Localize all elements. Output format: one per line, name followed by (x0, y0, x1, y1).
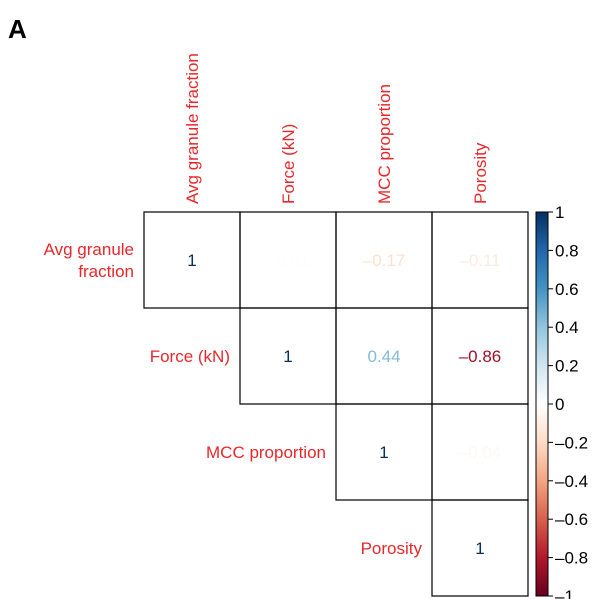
column-label: Avg granule fraction (183, 53, 202, 204)
row-label: Force (kN) (150, 347, 230, 366)
colorbar-tick-label: 0 (555, 395, 564, 414)
row-label: Porosity (361, 539, 423, 558)
colorbar-tick-label: 1 (555, 203, 564, 222)
colorbar-tick-label: 0.2 (555, 357, 579, 376)
row-label: Avg granule (44, 240, 134, 259)
colorbar-tick-label: 0.6 (555, 280, 579, 299)
cell-value: –0.01 (267, 251, 310, 270)
column-label: MCC proportion (375, 84, 394, 204)
row-label: fraction (78, 262, 134, 281)
colorbar-tick-label: 0.4 (555, 318, 579, 337)
colorbar-tick-label: –0.2 (555, 433, 588, 452)
cell-value: –0.11 (459, 251, 500, 270)
column-label: Force (kN) (279, 124, 298, 204)
cell-value: 1 (379, 443, 388, 462)
cell-value: 0.44 (367, 347, 400, 366)
colorbar-tick-label: –1 (555, 587, 574, 599)
cell-value: 1 (475, 539, 484, 558)
cell-value: –0.04 (459, 443, 502, 462)
panel-label: A (8, 14, 27, 44)
cell-value: –0.17 (363, 251, 406, 270)
cell-value: 1 (283, 347, 292, 366)
column-label: Porosity (471, 142, 490, 204)
cell-value: 1 (187, 251, 196, 270)
colorbar-tick-label: –0.4 (555, 472, 588, 491)
colorbar-tick-label: –0.8 (555, 549, 588, 568)
cell-value: –0.86 (459, 347, 502, 366)
colorbar-tick-label: 0.8 (555, 241, 579, 260)
matrix-cell (431, 499, 529, 597)
row-label: MCC proportion (206, 443, 326, 462)
colorbar-tick-label: –0.6 (555, 510, 588, 529)
colorbar (535, 211, 549, 597)
